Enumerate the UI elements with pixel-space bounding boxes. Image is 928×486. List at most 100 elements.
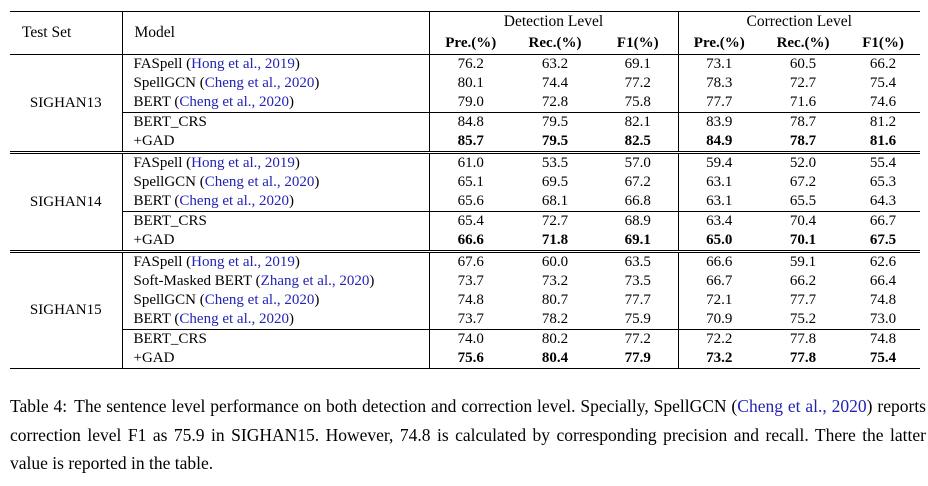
metric-value: 73.2 [706,350,733,366]
metric-value: 77.2 [598,329,679,349]
citation-link[interactable]: Hong et al., 2019 [191,155,295,171]
metric-value: 72.1 [706,292,733,308]
metric-value: 82.1 [598,112,679,132]
metric-value: 60.5 [789,56,817,72]
metric-value: 81.6 [869,133,897,149]
metric-value: 75.8 [598,93,679,113]
model-name: BERT [133,94,171,110]
cite-close-paren: ) [314,292,320,308]
metric-value: 66.4 [869,273,897,289]
header-cor-f1: F1(%) [846,32,921,55]
header-model: Model [122,11,430,55]
metric-value: 66.7 [706,273,733,289]
metric-value: 80.7 [541,292,569,308]
table-row: BERT (Cheng et al., 2020) 79.0 72.8 75.8 77.… [10,93,920,113]
metric-value: 65.4 [429,211,512,231]
header-det-rec: Rec.(%) [512,32,598,55]
metric-value: 66.6 [457,232,484,248]
metric-value: 70.4 [760,211,847,231]
cite-open-paren: ( [251,273,261,289]
table-row: SIGHAN15 FASpell (Hong et al., 2019) 67.6 6… [10,250,921,369]
metric-value: 68.1 [541,193,569,209]
metric-value: 80.1 [457,75,484,91]
cite-close-paren: ) [294,56,300,72]
caption-text-1: The sentence level performance on both d… [74,396,738,416]
metric-value: 67.6 [429,250,512,272]
header-group-row: Test Set Model Detection Level Correctio… [10,11,920,55]
table-row: +GAD 66.6 71.8 69.1 65.0 70.1 67.5 [10,231,920,252]
metric-value: 77.7 [598,291,679,310]
metric-value: 75.6 [457,350,484,366]
metric-value: 69.1 [598,54,679,74]
metric-value: 73.2 [541,273,569,289]
header-cor-rec: Rec.(%) [760,32,847,55]
metric-value: 66.6 [678,250,761,272]
metric-value: 65.6 [457,193,484,209]
metric-value: 65.5 [789,193,817,209]
citation-link[interactable]: Cheng et al., 2020 [179,193,289,209]
cite-open-paren: ( [196,174,205,190]
metric-value: 75.2 [789,311,817,327]
model-name: BERT [133,311,171,327]
metric-value: 73.1 [706,56,733,72]
metric-value: 78.2 [541,311,569,327]
metric-value: 80.2 [512,329,598,349]
citation-link[interactable]: Cheng et al., 2020 [204,174,315,190]
table-row: BERT (Cheng et al., 2020) 65.6 68.1 66.8 63.… [10,192,920,212]
model-cell: +GAD [122,349,430,369]
citation-link[interactable]: Cheng et al., 2020 [204,292,315,308]
citation-link[interactable]: Hong et al., 2019 [191,56,295,72]
metric-value: 72.7 [789,75,817,91]
model-name: BERT_CRS [133,114,207,130]
cite-open-paren: ( [182,155,192,171]
table-row: SIGHAN13 FASpell (Hong et al., 2019) 76.2 6… [10,54,920,153]
metric-value: 57.0 [598,151,679,173]
metric-value: 55.4 [846,151,921,173]
table-row: SpellGCN (Cheng et al., 2020) 74.8 80.7 77.… [10,291,920,310]
metric-value: 63.4 [678,211,761,231]
table-row: SpellGCN (Cheng et al., 2020) 80.1 74.4 77.… [10,74,920,93]
metric-value: 74.8 [457,292,484,308]
model-name: +GAD [133,350,175,366]
metric-value: 63.5 [598,250,679,272]
metric-value: 66.8 [598,192,679,212]
cite-close-paren: ) [369,273,375,289]
model-cell: +GAD [122,231,430,252]
metric-value: 85.7 [457,133,484,149]
metric-value: 84.8 [429,112,512,132]
metric-value: 60.0 [512,250,598,272]
citation-link[interactable]: Zhang et al., 2020 [260,273,370,289]
metric-value: 71.6 [789,94,817,110]
metric-value: 72.7 [512,211,598,231]
citation-link[interactable]: Cheng et al., 2020 [204,75,315,91]
model-cell: SpellGCN (Cheng et al., 2020) [122,173,430,192]
metric-value: 78.7 [789,133,817,149]
cite-close-paren: ) [314,75,320,91]
metric-value: 69.1 [598,231,679,252]
metric-value: 59.4 [678,151,761,173]
header-det-f1: F1(%) [598,32,679,55]
caption-label: Table 4: [10,396,68,416]
metric-value: 74.0 [429,329,512,349]
model-name: FASpell [133,56,183,72]
metric-value: 75.4 [869,75,897,91]
metric-value: 67.2 [789,174,817,190]
block-sighan14: SIGHAN14 FASpell (Hong et al., 2019) 61.0 5… [10,151,921,252]
citation-link[interactable]: Hong et al., 2019 [191,254,295,270]
model-name: +GAD [133,133,175,149]
caption-citation-link[interactable]: Cheng et al., 2020 [737,396,867,416]
metric-value: 77.7 [789,292,817,308]
metric-value: 72.2 [678,329,761,349]
table-row: +GAD 85.7 79.5 82.5 84.9 78.7 81.6 [10,132,920,153]
cite-close-paren: ) [289,311,294,327]
citation-link[interactable]: Cheng et al., 2020 [179,311,289,327]
header-correction-level: Correction Level [746,13,852,30]
metric-value: 66.2 [869,56,897,72]
model-name: FASpell [133,254,183,270]
metric-value: 78.7 [760,112,847,132]
table-row: SpellGCN (Cheng et al., 2020) 65.1 69.5 67.… [10,173,920,192]
metric-value: 65.1 [457,174,484,190]
model-name: BERT_CRS [133,213,207,229]
citation-link[interactable]: Cheng et al., 2020 [179,94,289,110]
metric-value: 66.2 [789,273,817,289]
